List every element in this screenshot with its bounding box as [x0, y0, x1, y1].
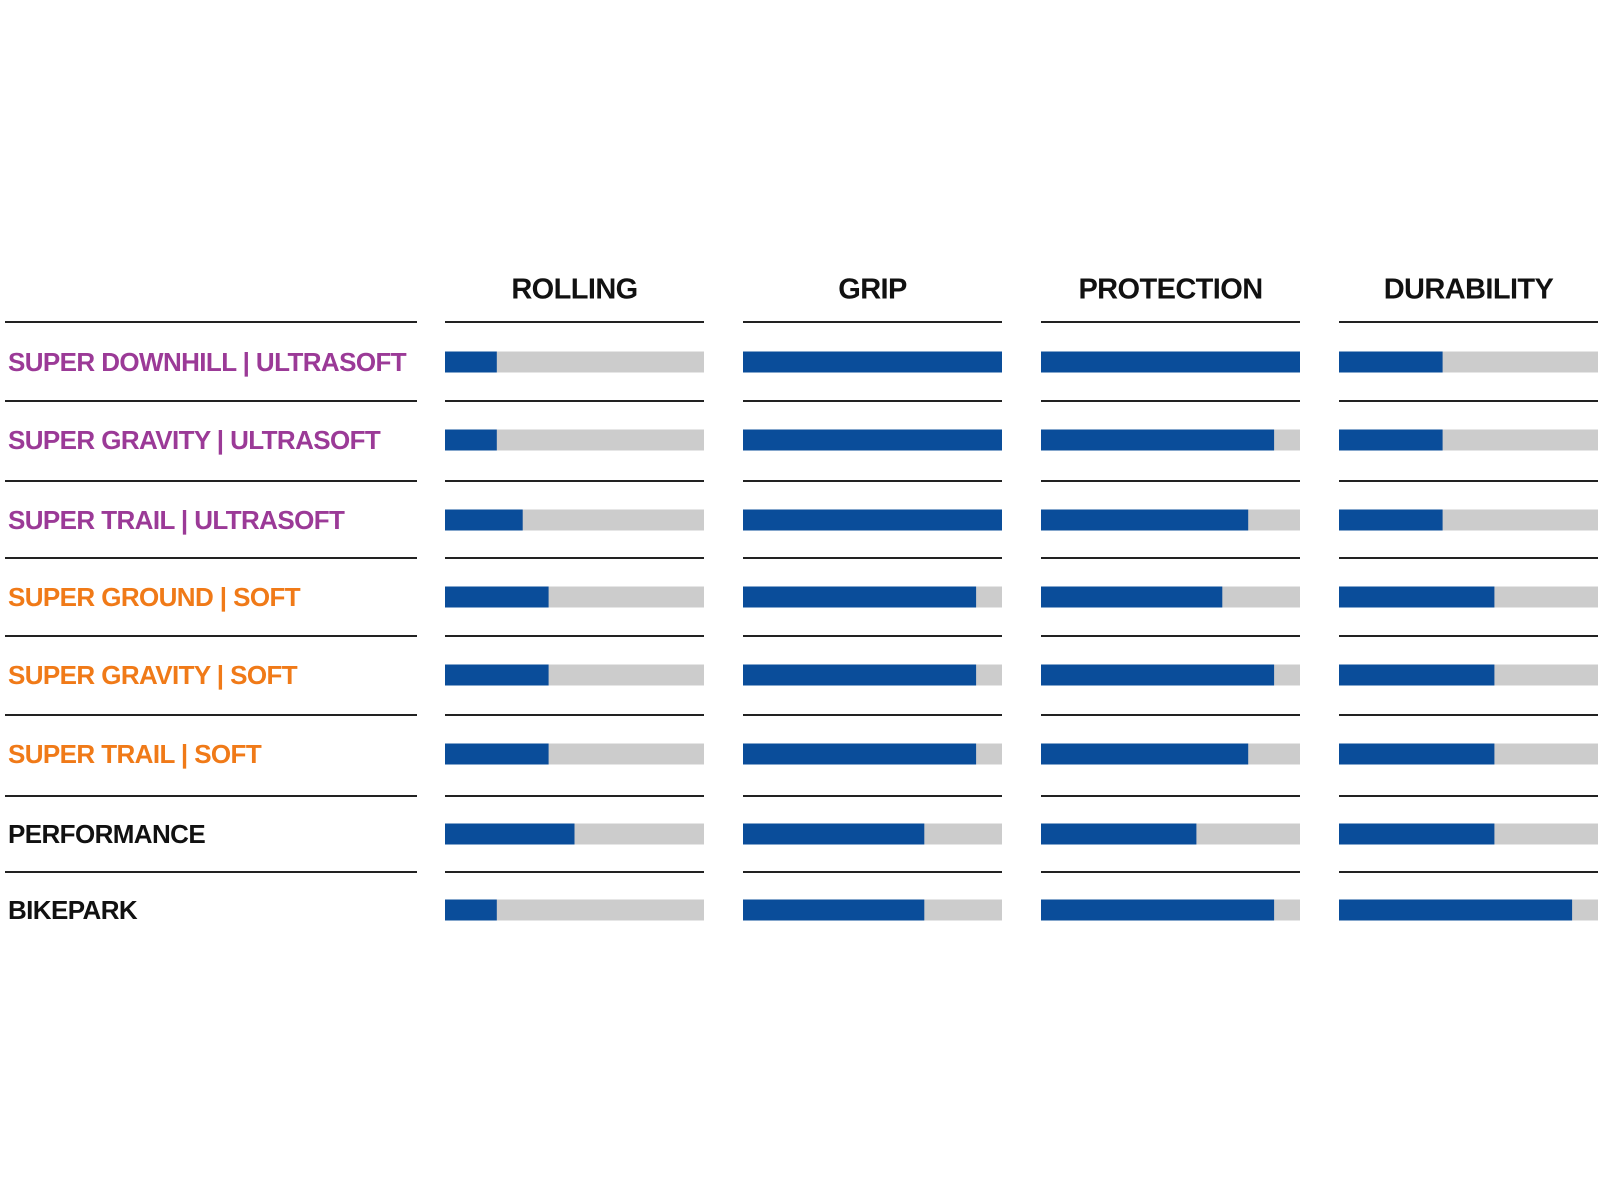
column-header: DURABILITY	[1384, 274, 1554, 306]
bar-track	[445, 351, 704, 373]
bar-track	[445, 899, 704, 921]
bar	[1339, 351, 1443, 373]
bar	[1339, 899, 1573, 921]
bar	[445, 586, 549, 608]
row-label: SUPER GRAVITY | ULTRASOFT	[8, 425, 381, 455]
bar	[743, 509, 1002, 531]
bar	[1041, 823, 1197, 845]
bar	[1339, 743, 1495, 765]
row-label: SUPER DOWNHILL | ULTRASOFT	[8, 347, 407, 377]
column-header: ROLLING	[511, 274, 637, 306]
bar	[743, 899, 925, 921]
bar	[743, 823, 925, 845]
bar	[445, 351, 497, 373]
column-header: PROTECTION	[1078, 274, 1262, 306]
bar	[1339, 429, 1443, 451]
bar	[1041, 899, 1275, 921]
bar	[743, 351, 1002, 373]
row-label: SUPER TRAIL | ULTRASOFT	[8, 505, 345, 535]
bar	[1041, 509, 1249, 531]
row-label: SUPER GROUND | SOFT	[8, 582, 301, 612]
bar	[743, 743, 977, 765]
bar	[445, 899, 497, 921]
row-label: BIKEPARK	[8, 895, 138, 925]
bar	[1041, 664, 1275, 686]
row-label: PERFORMANCE	[8, 819, 205, 849]
bar	[445, 664, 549, 686]
bar	[743, 586, 977, 608]
bar	[1041, 586, 1223, 608]
bar	[1041, 351, 1300, 373]
column-header: GRIP	[838, 274, 907, 306]
bar	[1339, 823, 1495, 845]
bar	[1339, 509, 1443, 531]
bar	[445, 743, 549, 765]
bar	[445, 509, 523, 531]
bar-track	[445, 429, 704, 451]
bar	[445, 823, 575, 845]
bar	[1339, 586, 1495, 608]
bar	[1041, 743, 1249, 765]
bar	[445, 429, 497, 451]
row-label: SUPER GRAVITY | SOFT	[8, 660, 298, 690]
bar	[1041, 429, 1275, 451]
bar	[1339, 664, 1495, 686]
bar	[743, 664, 977, 686]
row-label: SUPER TRAIL | SOFT	[8, 739, 262, 769]
bar	[743, 429, 1002, 451]
